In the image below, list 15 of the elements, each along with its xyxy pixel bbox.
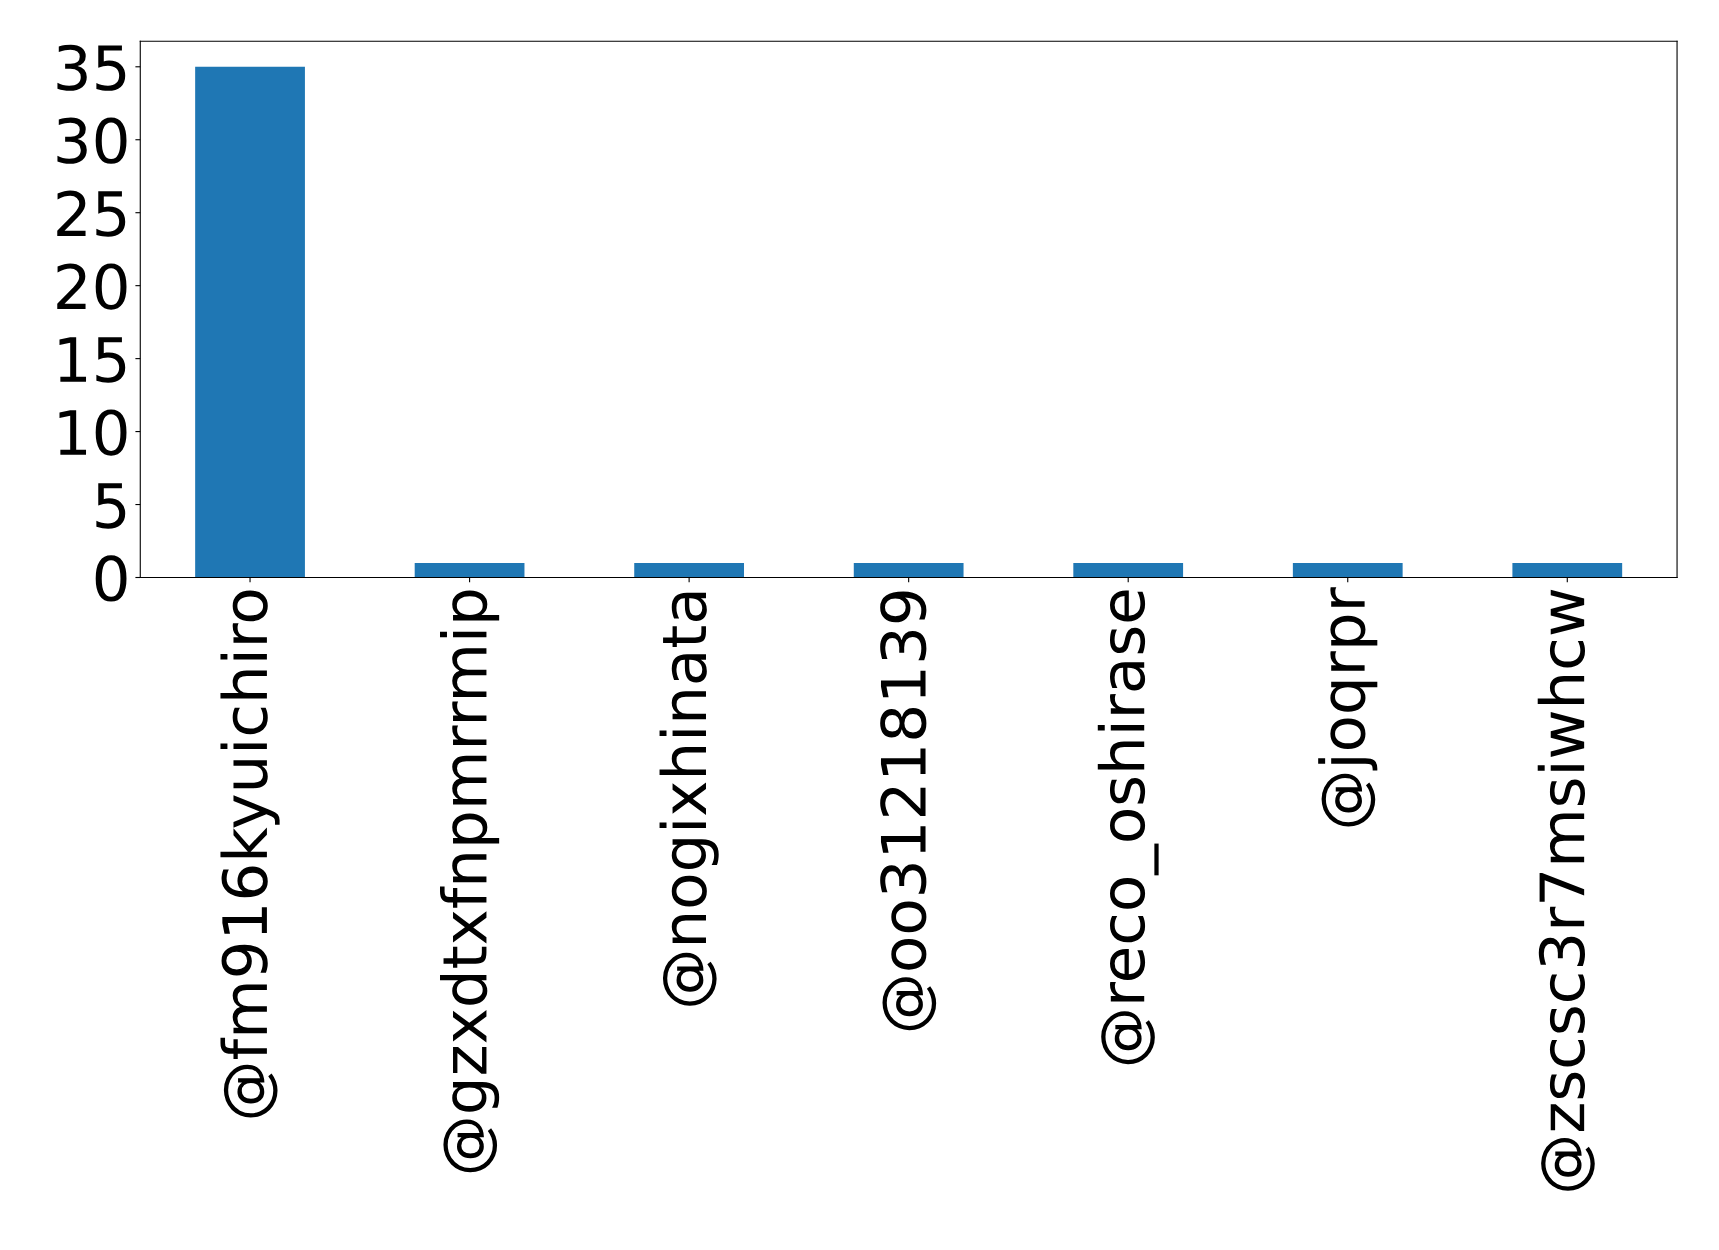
- y-tick-label: 30: [57, 117, 127, 164]
- x-tick-label: @reco_oshirase: [1097, 590, 1159, 1065]
- x-tick-label: @oo31218139: [880, 591, 937, 1031]
- y-tick-label: 10: [59, 409, 127, 456]
- y-tick-label: 20: [57, 263, 127, 310]
- x-tick-label: @joqrpr: [1318, 587, 1378, 827]
- y-tick-label: 35: [57, 44, 126, 91]
- x-tick-label: @zscsc3r7msiwhcw: [1537, 589, 1595, 1191]
- x-tick-label: @fm916kyuichiro: [220, 590, 280, 1118]
- y-tick-label: 5: [96, 483, 126, 529]
- y-tick-label: 15: [59, 337, 126, 383]
- x-tick-label: @gzxdtxfnpmrrmip: [440, 590, 500, 1173]
- y-tick-label: 0: [95, 555, 127, 602]
- y-tick-label: 25: [57, 190, 126, 237]
- x-tick-label: @nogixhinata: [659, 592, 719, 1006]
